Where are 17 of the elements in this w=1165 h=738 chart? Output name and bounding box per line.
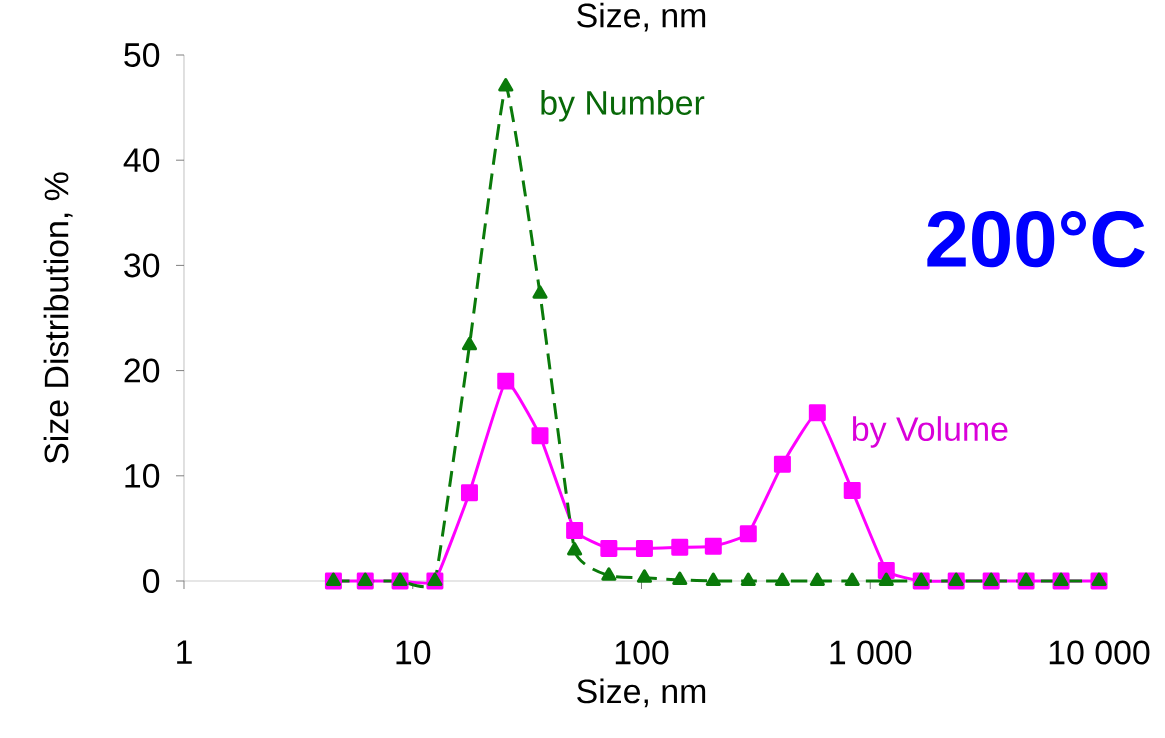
x-tick-label: 100 bbox=[615, 640, 669, 665]
y-tick-label: 40 bbox=[123, 148, 160, 173]
y-axis-title: Size Distribution, % bbox=[43, 172, 73, 464]
y-tick-label: 30 bbox=[124, 253, 160, 278]
x-tick-label: 10 000 bbox=[1049, 640, 1150, 665]
y-tick-label: 20 bbox=[124, 358, 160, 383]
chart-title: Size, nm bbox=[577, 2, 706, 32]
y-tick-label: 0 bbox=[143, 569, 160, 593]
x-tick-label: 10 bbox=[396, 640, 431, 665]
series-label: by Volume bbox=[853, 416, 1008, 448]
x-tick-label: 1 000 bbox=[830, 640, 912, 665]
x-axis-title: Size, nm bbox=[577, 678, 706, 708]
x-tick-label: 1 bbox=[177, 640, 192, 664]
y-tick-label: 10 bbox=[125, 463, 160, 488]
y-tick-label: 50 bbox=[124, 43, 160, 67]
annotation: 200°C bbox=[927, 210, 1145, 268]
series-label: by Number bbox=[541, 90, 705, 122]
